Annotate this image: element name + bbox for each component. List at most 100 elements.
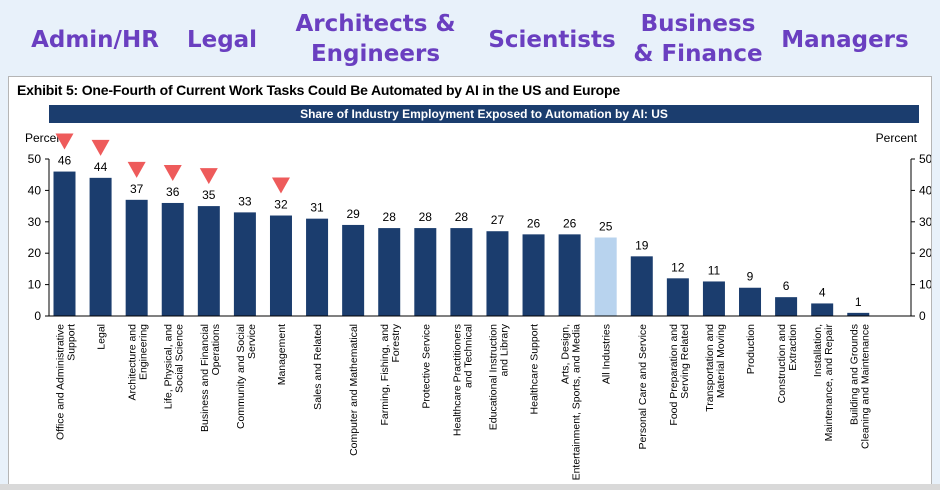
bar — [630, 256, 653, 316]
bar-value-label: 28 — [383, 210, 397, 224]
y-tick-label-left: 40 — [28, 183, 42, 197]
category-label: Production — [745, 324, 757, 374]
bar — [197, 206, 220, 316]
y-tick-label-right: 0 — [919, 309, 926, 323]
category-label: Construction andExtraction — [776, 324, 799, 404]
bar-value-label: 26 — [563, 216, 577, 230]
bar-value-label: 28 — [455, 210, 469, 224]
bar — [594, 237, 617, 316]
category-label: Healthcare Practitionersand Technical — [451, 324, 474, 436]
category-label: Sales and Related — [312, 324, 324, 410]
marker-triangle — [271, 177, 290, 194]
bar — [739, 287, 762, 316]
y-tick-label-right: 30 — [919, 215, 931, 229]
bar — [306, 218, 329, 316]
bottom-strip — [0, 484, 940, 490]
bar-value-label: 6 — [783, 279, 790, 293]
bar — [89, 177, 112, 316]
category-label: Food Preparation andServing Related — [668, 324, 691, 426]
y-tick-label-right: 50 — [919, 152, 931, 166]
marker-triangle — [91, 139, 110, 156]
bar-value-label: 36 — [166, 185, 180, 199]
y-tick-label-right: 20 — [919, 246, 931, 260]
bar-value-label: 37 — [130, 182, 144, 196]
bar-value-label: 27 — [491, 213, 505, 227]
marker-triangle — [127, 161, 146, 178]
top-label-business-finance: Business & Finance — [633, 11, 763, 67]
bar — [378, 228, 401, 316]
bar-value-label: 19 — [635, 238, 649, 252]
bar — [486, 231, 509, 316]
category-label: Life, Physical, andSocial Science — [163, 324, 186, 409]
bar — [702, 281, 725, 316]
category-label: Healthcare Support — [529, 324, 541, 415]
category-label: Building and GroundsCleaning and Mainten… — [848, 324, 871, 449]
top-label-legal: Legal — [186, 27, 258, 53]
top-label-scientists: Scientists — [488, 27, 616, 53]
category-label: Personal Care and Service — [637, 324, 649, 450]
top-labels: Admin/HR Legal Architects & Engineers Sc… — [0, 0, 940, 75]
category-label: Farming, Fishing, andForestry — [379, 323, 402, 425]
category-label: All Industries — [601, 324, 613, 384]
bar — [558, 234, 581, 316]
y-tick-label-right: 40 — [919, 183, 931, 197]
chart-panel: Exhibit 5: One-Fourth of Current Work Ta… — [8, 76, 932, 486]
bar — [125, 199, 148, 316]
bar-value-label: 35 — [202, 188, 216, 202]
bar — [666, 278, 689, 316]
y-tick-label-right: 10 — [919, 278, 931, 292]
y-tick-label-left: 20 — [28, 246, 42, 260]
category-label: Computer and Mathematical — [348, 324, 360, 456]
bar-value-label: 46 — [58, 154, 72, 168]
y-tick-label-left: 50 — [28, 152, 42, 166]
bar-value-label: 44 — [94, 160, 108, 174]
bar-value-label: 11 — [708, 263, 721, 277]
bar — [775, 297, 798, 316]
bar — [342, 224, 365, 316]
category-label: Architecture andEngineering — [127, 324, 150, 401]
bar-value-label: 29 — [346, 207, 360, 221]
bar-value-label: 26 — [527, 216, 541, 230]
category-label: Transportation andMaterial Moving — [704, 324, 727, 412]
category-label: Office and AdministrativeSupport — [55, 324, 78, 440]
y-tick-label-left: 30 — [28, 215, 42, 229]
category-label: Installation,Maintenance, and Repair — [812, 323, 835, 441]
bar-value-label: 31 — [310, 201, 324, 215]
category-label: Community and SocialService — [235, 324, 258, 429]
y-axis-title-right: Percent — [876, 131, 918, 145]
category-label: Legal — [96, 324, 108, 350]
exhibit-title: Exhibit 5: One-Fourth of Current Work Ta… — [17, 82, 620, 98]
y-tick-label-left: 0 — [34, 309, 41, 323]
bar-value-label: 4 — [819, 285, 826, 299]
bar — [522, 234, 545, 316]
bar-value-label: 32 — [274, 198, 288, 212]
category-label: Management — [276, 324, 288, 385]
bar-value-label: 12 — [671, 260, 685, 274]
marker-triangle — [163, 164, 182, 181]
category-label: Protective Service — [420, 324, 432, 409]
bar — [414, 228, 437, 316]
bar-value-label: 25 — [599, 220, 613, 234]
bar — [269, 215, 292, 316]
bar — [811, 303, 834, 316]
bar — [450, 228, 473, 316]
category-label: Business and FinancialOperations — [199, 324, 222, 432]
category-label: Educational Instructionand Library — [487, 323, 510, 430]
bar-value-label: 33 — [238, 194, 252, 208]
bar — [847, 312, 870, 316]
bar — [161, 202, 184, 316]
y-tick-label-left: 10 — [28, 278, 42, 292]
top-label-managers: Managers — [781, 27, 909, 53]
marker-triangle — [199, 168, 218, 185]
bar — [53, 171, 76, 316]
bar-value-label: 1 — [855, 295, 862, 309]
bar — [233, 212, 256, 316]
bar-value-label: 28 — [419, 210, 433, 224]
marker-triangle — [55, 133, 74, 150]
top-label-admin-hr: Admin/HR — [31, 27, 159, 53]
category-label: Arts, Design,Entertainment, Sports, and … — [560, 324, 583, 481]
chart-title: Share of Industry Employment Exposed to … — [49, 105, 919, 123]
bar-value-label: 9 — [747, 270, 754, 284]
top-label-architects-engineers: Architects & Engineers — [295, 11, 456, 67]
